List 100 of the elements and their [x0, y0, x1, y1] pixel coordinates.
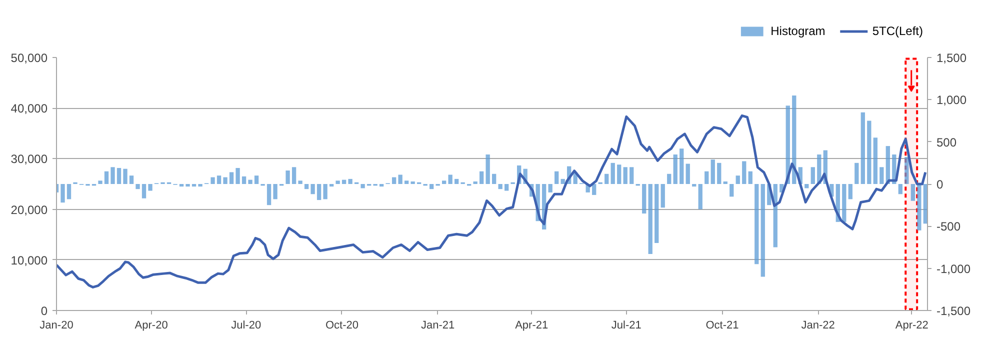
y-tick-label: 40,000: [10, 102, 48, 116]
bar: [304, 184, 309, 190]
bar: [742, 161, 746, 184]
bar: [917, 184, 922, 230]
bar: [286, 170, 290, 184]
bar: [492, 174, 496, 184]
x-tick-label: Jan-22: [801, 320, 835, 332]
y-tick-label: 20,000: [10, 202, 48, 217]
bar: [98, 180, 102, 184]
bar: [192, 184, 196, 187]
y2-tick-label: -1,000: [936, 262, 971, 276]
x-tick-label: Jan-21: [421, 320, 455, 332]
bar: [873, 138, 878, 184]
bar: [66, 184, 72, 200]
bar: [310, 184, 315, 194]
y-tick-label: 0: [40, 304, 48, 318]
bar: [680, 148, 684, 184]
bar: [448, 174, 452, 184]
y2-tick-label: 0: [936, 178, 944, 192]
x-tick-label: Apr-22: [895, 320, 928, 332]
bar: [686, 164, 690, 184]
y-tick-label: 50,000: [10, 51, 48, 65]
bar: [642, 184, 646, 214]
bar: [792, 95, 796, 184]
bar: [248, 180, 252, 184]
bar: [454, 178, 459, 184]
bar: [730, 184, 734, 197]
bar: [336, 180, 340, 184]
bar: [723, 181, 728, 184]
bar: [229, 172, 234, 184]
bar: [473, 181, 478, 184]
bar: [810, 167, 815, 184]
bar: [404, 180, 409, 184]
line-series: [56, 114, 927, 288]
bar: [754, 184, 759, 264]
bar: [129, 176, 134, 184]
bar: [392, 177, 396, 184]
bar: [142, 184, 146, 198]
y2-tick-label: 1,500: [936, 51, 967, 65]
bar: [554, 171, 559, 184]
bar: [148, 184, 152, 191]
x-tick-label: Apr-20: [134, 320, 168, 332]
bar: [60, 184, 65, 203]
bar: [410, 181, 415, 184]
bar: [398, 174, 402, 184]
x-tick-label: Jan-20: [40, 320, 74, 332]
bar: [442, 180, 446, 184]
bar: [504, 184, 509, 191]
bar: [804, 184, 809, 188]
bar: [654, 184, 659, 244]
bar: [480, 171, 484, 184]
bar: [379, 184, 384, 187]
legend-label: Histogram: [770, 24, 826, 38]
bar: [623, 167, 628, 184]
bar: [298, 180, 302, 184]
bar: [323, 184, 328, 200]
bar: [673, 154, 678, 184]
bar: [910, 184, 915, 201]
bar: [360, 184, 365, 188]
bar: [110, 167, 115, 184]
bar: [186, 184, 190, 187]
y2-tick-label: 1,000: [936, 93, 967, 108]
x-tick-label: Oct-21: [706, 320, 739, 332]
bar: [254, 176, 259, 184]
bar: [667, 174, 672, 184]
bar: [266, 184, 272, 206]
bar: [236, 168, 240, 184]
bar: [898, 184, 902, 194]
bar: [198, 184, 202, 187]
bar: [904, 157, 909, 184]
bar: [704, 171, 709, 184]
bar: [842, 184, 846, 222]
bar: [610, 162, 615, 184]
y2-tick-label: 500: [936, 135, 957, 150]
x-tick-label: Oct-20: [325, 320, 358, 332]
bar: [760, 184, 765, 277]
bar: [116, 168, 122, 184]
bar: [604, 174, 609, 184]
legend-label: 5TC(Left): [872, 24, 923, 38]
bar: [560, 178, 565, 184]
bar: [136, 184, 140, 190]
bar: [660, 184, 665, 208]
bar: [717, 162, 722, 184]
y-tick-label: 30,000: [10, 152, 48, 166]
bar: [648, 184, 652, 254]
bar: [216, 176, 222, 184]
bar: [104, 171, 109, 184]
bar: [342, 180, 346, 184]
bar: [223, 177, 228, 184]
y-tick-label: 10,000: [10, 253, 48, 268]
bar: [880, 167, 884, 184]
bar: [617, 164, 622, 184]
bar: [429, 184, 434, 190]
bar: [273, 184, 278, 200]
bar: [498, 184, 502, 190]
bar: [348, 178, 352, 184]
bar: [486, 154, 490, 184]
bar: [848, 184, 852, 200]
y2-tick-label: -500: [936, 220, 961, 234]
bar: [773, 184, 778, 248]
